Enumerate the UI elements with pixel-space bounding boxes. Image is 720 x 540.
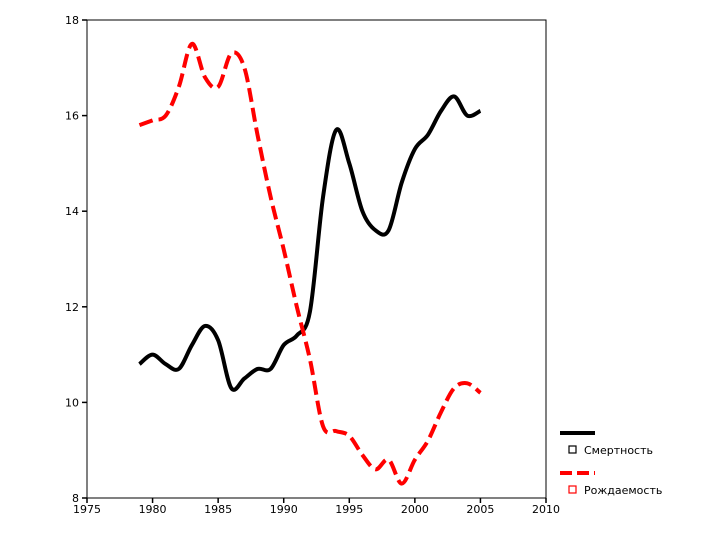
legend-label-birth-rate: Рождаемость [584,484,662,497]
y-tick-label: 8 [72,492,79,505]
x-tick-label: 1985 [204,503,232,516]
x-tick-label: 2005 [466,503,494,516]
y-tick-label: 10 [65,396,79,409]
series-layer [138,41,482,486]
x-tick-label: 1995 [335,503,363,516]
legend-marker-birth-rate [568,485,577,494]
legend: Смертность Рождаемость [560,431,662,497]
axes: 8 10 12 14 16 18 1975 1980 1985 1990 1995 2000 2005 2… [65,14,560,516]
legend-marker-mortality [568,445,577,454]
x-tick-label: 2000 [401,503,429,516]
plot-frame [86,19,547,499]
x-tick-label: 1980 [139,503,167,516]
x-tick-label: 1990 [270,503,298,516]
y-tick-label: 16 [65,110,79,123]
y-tick-label: 14 [65,205,79,218]
x-tick-label: 1975 [73,503,101,516]
x-tick-label: 2010 [532,503,560,516]
series-line-birth-rate [138,41,482,486]
y-tick-label: 12 [65,301,79,314]
legend-label-mortality: Смертность [584,444,653,457]
series-line-mortality [138,94,482,392]
y-tick-label: 18 [65,14,79,27]
